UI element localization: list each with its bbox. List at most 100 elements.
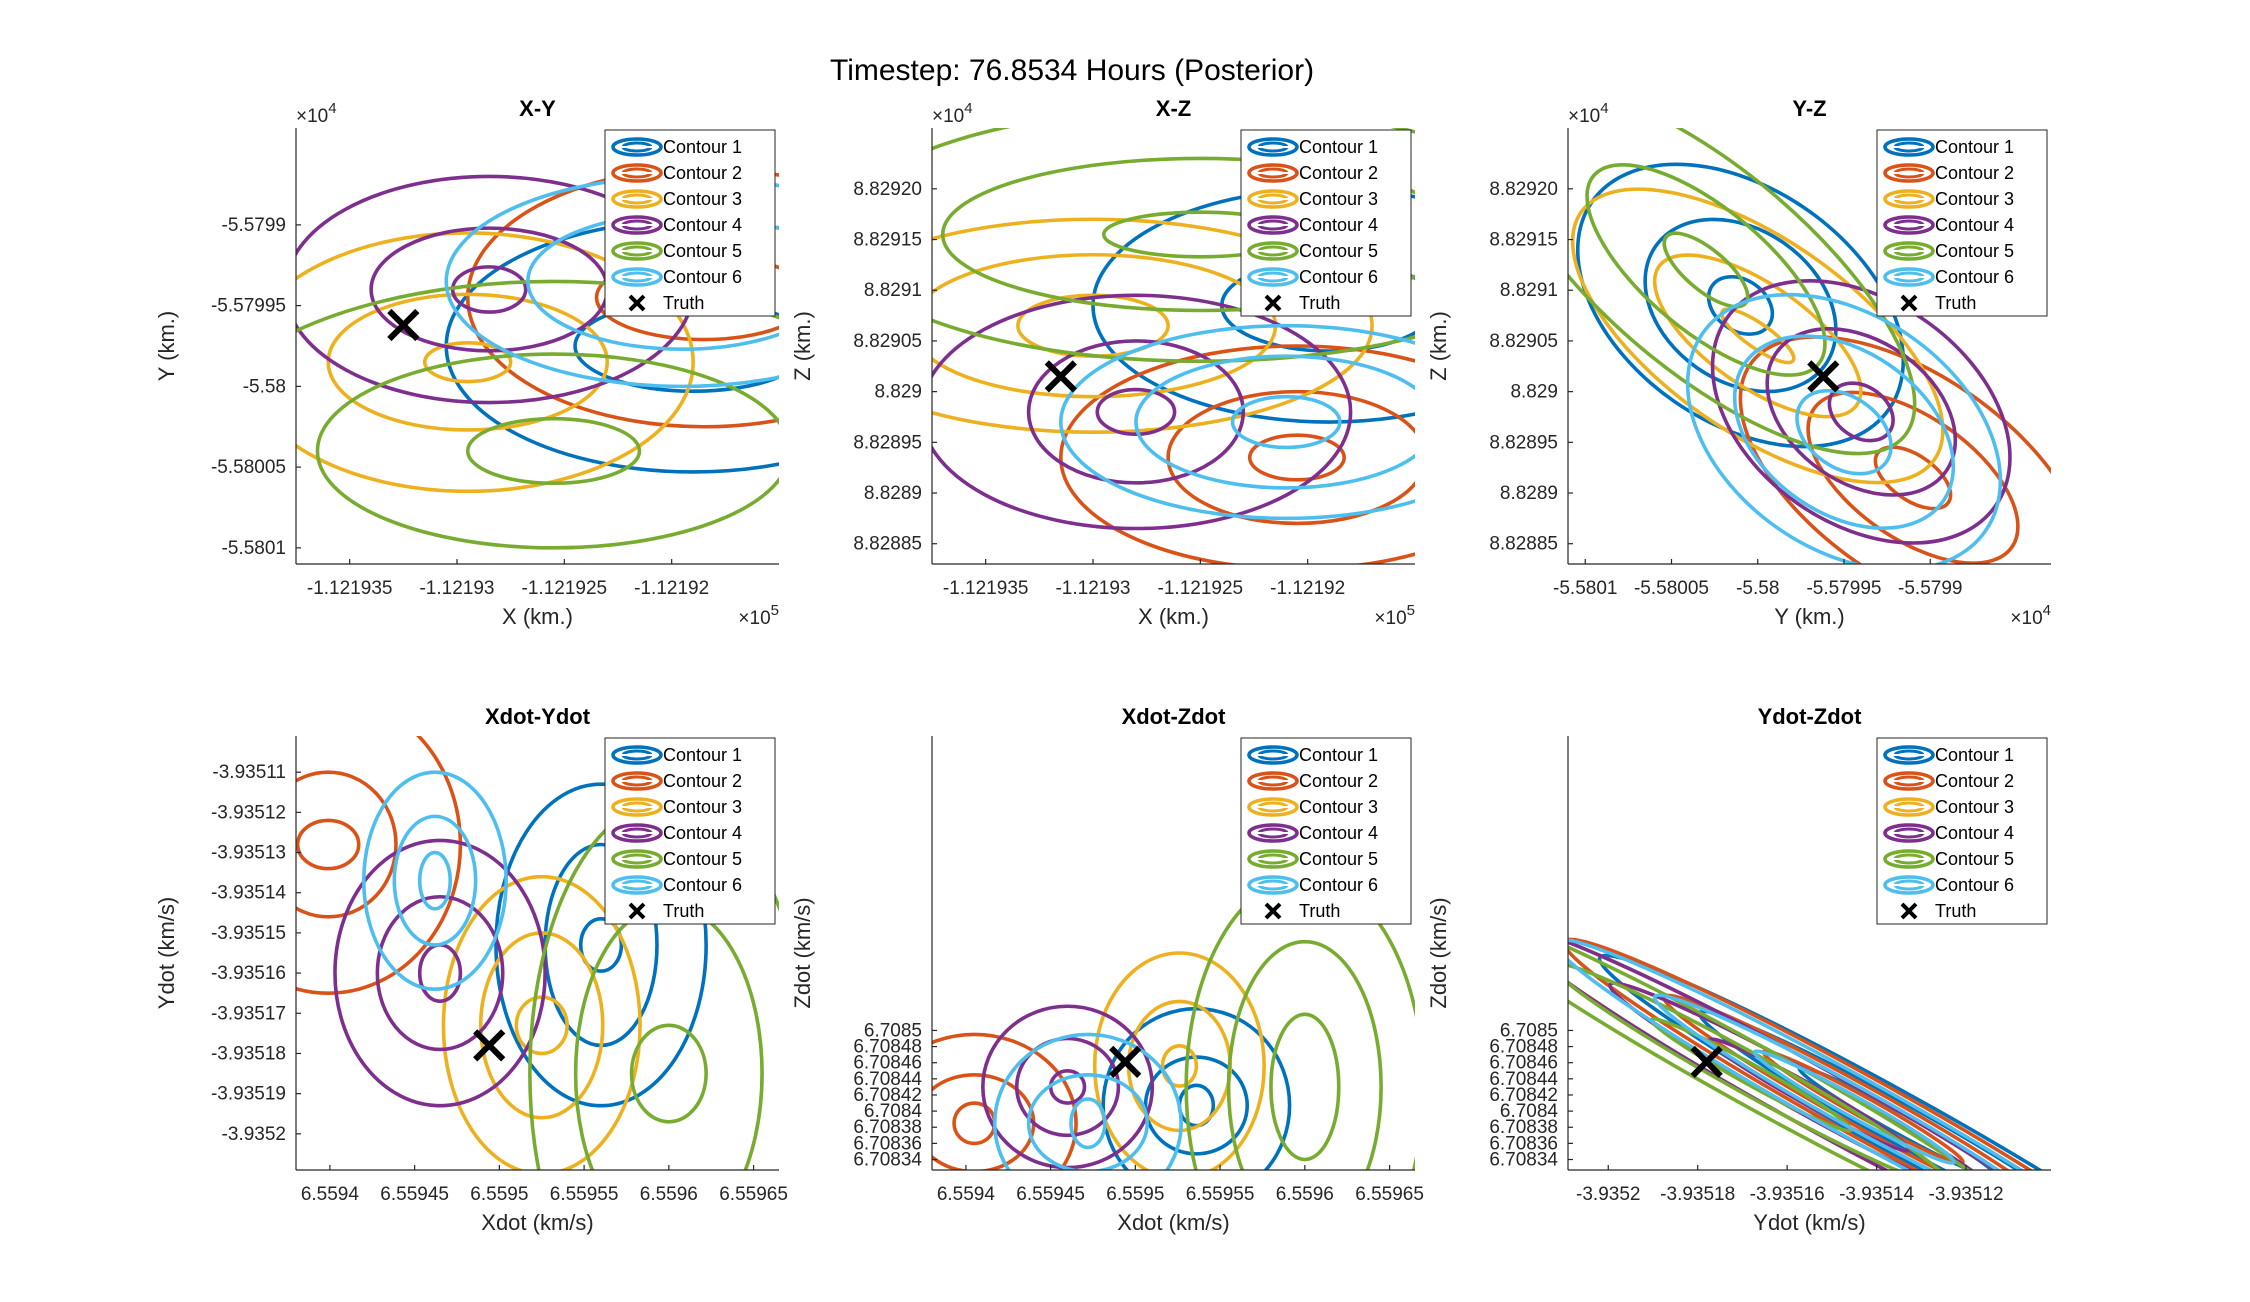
y-axis-label: Z (km.) (790, 311, 815, 381)
legend-swatch-icon (611, 189, 663, 209)
contour-6-level-2 (1026, 1073, 1150, 1170)
contour-3-level-3 (441, 874, 642, 1170)
contour-6-level-1 (1069, 1097, 1107, 1150)
contour-2-level-3 (932, 1032, 1078, 1170)
legend-item-contour-3: Contour 3 (1883, 797, 2014, 817)
legend-item-contour-6: Contour 6 (611, 875, 742, 895)
legend-label: Contour 3 (1935, 189, 2014, 209)
legend-label: Contour 6 (663, 267, 742, 287)
x-tick-label: 6.55955 (1186, 1184, 1255, 1205)
y-tick-label: -5.5801 (222, 538, 286, 559)
x-tick-label: 6.5596 (640, 1184, 698, 1205)
x-tick-label: 6.55945 (380, 1184, 449, 1205)
legend-swatch-icon (1247, 771, 1299, 791)
x-tick-label: 6.55945 (1016, 1184, 1085, 1205)
legend: Contour 1 Contour 2 Contour 3 Contour 4 Cont… (1876, 737, 2048, 925)
y-tick-label: 8.82895 (1489, 432, 1558, 453)
y-axis-label: Zdot (km/s) (1426, 897, 1451, 1008)
contour-5-level-3 (932, 128, 1415, 363)
legend-item-contour-5: Contour 5 (611, 849, 742, 869)
legend-item-truth: Truth (628, 901, 704, 921)
x-tick-label: 6.5594 (301, 1184, 360, 1205)
legend-label: Contour 5 (1935, 849, 2014, 869)
contour-6-level-3 (1685, 292, 2003, 564)
subplot-xdot-ydot: 6.5594 6.55945 6.5595 6.55955 6.5596 6.55965 -… (154, 704, 788, 1235)
subplot-title: Ydot-Zdot (1758, 704, 1863, 729)
legend-label: Contour 1 (1299, 137, 1378, 157)
y-tick-label: 8.829 (1510, 382, 1558, 403)
subplot-title: Y-Z (1792, 96, 1826, 121)
legend-label: Contour 1 (1935, 137, 2014, 157)
y-tick-label: 6.70844 (853, 1069, 922, 1090)
legend-label: Contour 5 (1935, 241, 2014, 261)
legend-label: Truth (1935, 293, 1976, 313)
legend-item-truth: Truth (1264, 901, 1340, 921)
legend-truth-icon (628, 294, 646, 312)
y-axis-label: Y (km.) (154, 311, 179, 381)
x-axis-label: Ydot (km/s) (1753, 1210, 1865, 1235)
figure-title: Timestep: 76.8534 Hours (Posterior) (830, 54, 1314, 87)
subplot-x-y: -1.121935 -1.12193 -1.121925 -1.12192 -5.580… (154, 96, 779, 629)
y-axis-exponent: ×104 (932, 100, 973, 127)
legend-item-contour-5: Contour 5 (1247, 849, 1378, 869)
legend-label: Contour 4 (1299, 823, 1378, 843)
contour-2-level-1 (296, 818, 361, 871)
legend-item-contour-6: Contour 6 (1883, 267, 2014, 287)
legend-swatch-icon (1883, 849, 1935, 869)
legend-swatch-icon (611, 267, 663, 287)
legend-item-contour-4: Contour 4 (1883, 823, 2014, 843)
legend-label: Contour 6 (1299, 875, 1378, 895)
x-tick-label: -1.12192 (1270, 578, 1345, 599)
contour-2-level-2 (296, 770, 398, 919)
contour-2-level-3 (1568, 937, 2051, 1170)
y-tick-label: 8.82915 (1489, 230, 1558, 251)
y-tick-label: 6.70836 (1489, 1133, 1558, 1154)
subplot-grid: -1.121935 -1.12193 -1.121925 -1.12192 -5.580… (154, 96, 2051, 1235)
contour-2-level-1 (1247, 433, 1346, 482)
x-tick-label: -3.93514 (1839, 1184, 1914, 1205)
y-tick-label: 6.70846 (853, 1053, 922, 1074)
contour-5-level-2 (315, 352, 779, 550)
contour-5-level-3 (1568, 128, 1917, 456)
contour-5-level-3 (296, 279, 779, 333)
legend-swatch-icon (1247, 241, 1299, 261)
legend-item-truth: Truth (1900, 293, 1976, 313)
legend-item-contour-2: Contour 2 (611, 163, 742, 183)
legend-truth-icon (1264, 902, 1282, 920)
x-tick-label: -1.121935 (943, 578, 1029, 599)
legend: Contour 1 Contour 2 Contour 3 Contour 4 Cont… (1240, 129, 1412, 317)
legend-swatch-icon (611, 823, 663, 843)
truth-marker-stroke (473, 1029, 506, 1062)
y-tick-label: 6.70834 (1489, 1150, 1558, 1171)
legend-label: Contour 4 (1935, 823, 2014, 843)
contour-2-level-2 (1166, 389, 1415, 526)
legend-item-contour-3: Contour 3 (1883, 189, 2014, 209)
legend-swatch-icon (1247, 189, 1299, 209)
legend-label: Contour 3 (663, 797, 742, 817)
contour-1-level-1 (1706, 274, 1775, 336)
y-tick-label: 6.70844 (1489, 1069, 1558, 1090)
legend-swatch-icon (611, 875, 663, 895)
x-tick-label: 6.5594 (937, 1184, 996, 1205)
legend-item-contour-5: Contour 5 (1883, 849, 2014, 869)
y-axis-label: Z (km.) (1426, 311, 1451, 381)
contour-6-level-2 (1652, 993, 2051, 1170)
x-tick-label: -3.93518 (1660, 1184, 1735, 1205)
truth-marker-stroke (1807, 360, 1840, 393)
y-tick-label: 8.82915 (853, 230, 922, 251)
legend-label: Contour 2 (1935, 163, 2014, 183)
legend-item-contour-2: Contour 2 (611, 771, 742, 791)
legend-swatch-icon (1883, 823, 1935, 843)
legend-label: Truth (663, 901, 704, 921)
legend-swatch-icon (1247, 875, 1299, 895)
legend-label: Contour 5 (663, 849, 742, 869)
y-tick-label: 8.8291 (1500, 280, 1558, 301)
contour-group (932, 128, 1415, 564)
legend-swatch-icon (611, 137, 663, 157)
legend-item-contour-4: Contour 4 (1247, 215, 1378, 235)
subplot-title: X-Z (1156, 96, 1191, 121)
contour-3-level-3 (296, 231, 695, 494)
contour-group (1568, 905, 2051, 1170)
truth-marker-stroke (1690, 1045, 1723, 1079)
legend-item-contour-3: Contour 3 (611, 797, 742, 817)
